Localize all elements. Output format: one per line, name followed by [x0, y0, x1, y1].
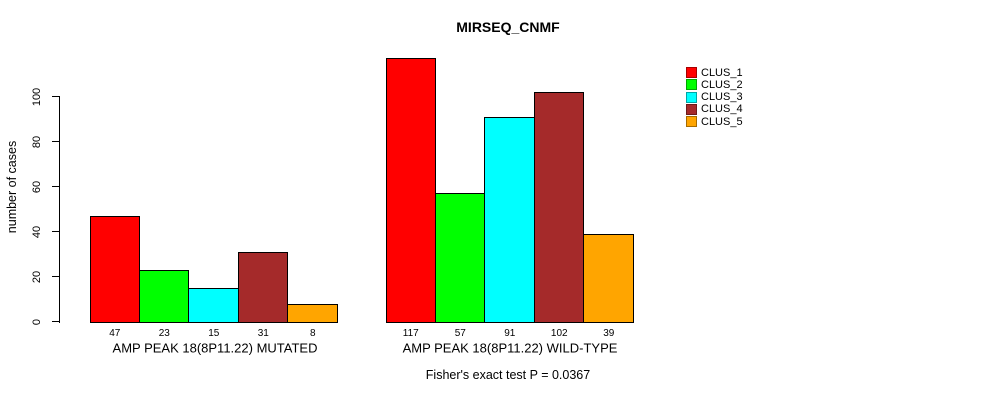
bar-clus-5-group-0 [287, 303, 338, 323]
y-axis-line [58, 96, 60, 323]
y-axis-tick [52, 275, 60, 278]
legend-label-clus-3: CLUS_3 [701, 91, 743, 104]
bar-value-label: 47 [109, 328, 121, 339]
y-axis-tick [52, 95, 60, 98]
legend-swatch-clus-4 [686, 103, 697, 115]
y-axis-tick [52, 185, 60, 188]
y-axis-tick-label: 100 [31, 87, 43, 106]
y-axis-tick-label: 40 [31, 225, 43, 238]
legend-swatch-clus-3 [686, 91, 697, 103]
bar-value-label: 57 [454, 328, 466, 339]
bar-value-label: 8 [309, 328, 316, 339]
legend-swatch-clus-5 [686, 116, 697, 128]
bar-value-label: 31 [257, 328, 269, 339]
bar-clus-1-group-1 [386, 58, 436, 323]
group-label-mutated: AMP PEAK 18(8P11.22) MUTATED [112, 340, 318, 356]
bar-value-label: 91 [504, 328, 516, 339]
y-axis-tick-label: 60 [31, 180, 43, 193]
y-axis-tick-label: 20 [31, 270, 43, 283]
bar-clus-3-group-0 [188, 287, 239, 323]
y-axis-tick-label: 80 [31, 135, 43, 148]
legend-label-clus-4: CLUS_4 [701, 103, 743, 116]
legend-label-clus-1: CLUS_1 [701, 66, 743, 79]
legend-swatch-clus-1 [686, 67, 697, 78]
y-axis-tick [52, 320, 60, 323]
y-axis-tick [52, 140, 60, 143]
bar-value-label: 102 [550, 328, 568, 339]
legend-swatch-clus-2 [686, 79, 697, 91]
bar-value-label: 117 [402, 328, 419, 339]
fisher-test-note: Fisher's exact test P = 0.0367 [425, 368, 591, 382]
y-axis-tick [52, 230, 60, 233]
legend-label-clus-2: CLUS_2 [701, 78, 743, 91]
chart-title: MIRSEQ_CNMF [456, 19, 560, 35]
bar-value-label: 23 [158, 328, 170, 339]
bar-clus-4-group-1 [533, 92, 584, 323]
bar-clus-4-group-0 [237, 251, 288, 323]
y-axis-tick-label: 0 [31, 318, 43, 325]
bar-clus-1-group-0 [90, 215, 140, 323]
bar-clus-5-group-1 [583, 233, 634, 323]
bar-value-label: 15 [208, 328, 220, 339]
bar-clus-2-group-1 [434, 193, 485, 323]
legend-label-clus-5: CLUS_5 [701, 115, 743, 128]
bar-value-label: 39 [603, 328, 615, 339]
y-axis-label: number of cases [5, 140, 19, 234]
bar-clus-3-group-1 [484, 116, 535, 323]
group-label-wild-type: AMP PEAK 18(8P11.22) WILD-TYPE [402, 340, 618, 356]
bar-clus-2-group-0 [138, 269, 189, 323]
